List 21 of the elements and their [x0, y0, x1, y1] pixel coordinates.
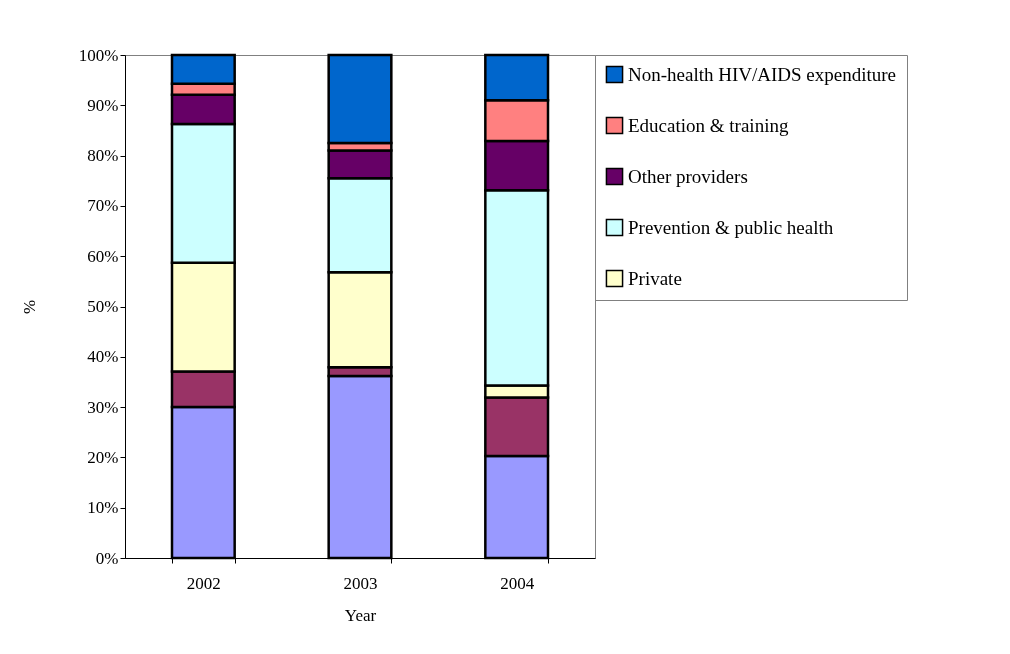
x-tick-label: 2004 — [500, 573, 535, 593]
y-tick-label: 100% — [78, 45, 119, 65]
legend-label: Private — [628, 267, 682, 289]
legend-label: Education & training — [628, 114, 789, 136]
y-tick-label: 0% — [95, 548, 119, 568]
y-tick-label: 50% — [87, 297, 119, 316]
legend-label: Non-health HIV/AIDS expenditure — [628, 63, 897, 85]
legend-label: Prevention & public health — [628, 216, 834, 238]
x-tick-label: 2002 — [186, 573, 221, 593]
y-tick-label: 60% — [87, 246, 119, 266]
y-tick-label: 20% — [87, 447, 119, 467]
y-tick-label: 80% — [87, 146, 119, 166]
y-tick-label: 40% — [87, 347, 119, 367]
y-tick-label: 70% — [87, 196, 119, 216]
legend-label: Other providers — [628, 165, 748, 187]
x-axis-title: Year — [344, 605, 377, 625]
x-tick-label: 2003 — [343, 573, 378, 593]
y-tick-label: 10% — [87, 498, 119, 518]
y-tick-label: 30% — [87, 397, 119, 417]
y-axis-title: % — [19, 299, 39, 315]
y-tick-label: 90% — [87, 95, 119, 115]
